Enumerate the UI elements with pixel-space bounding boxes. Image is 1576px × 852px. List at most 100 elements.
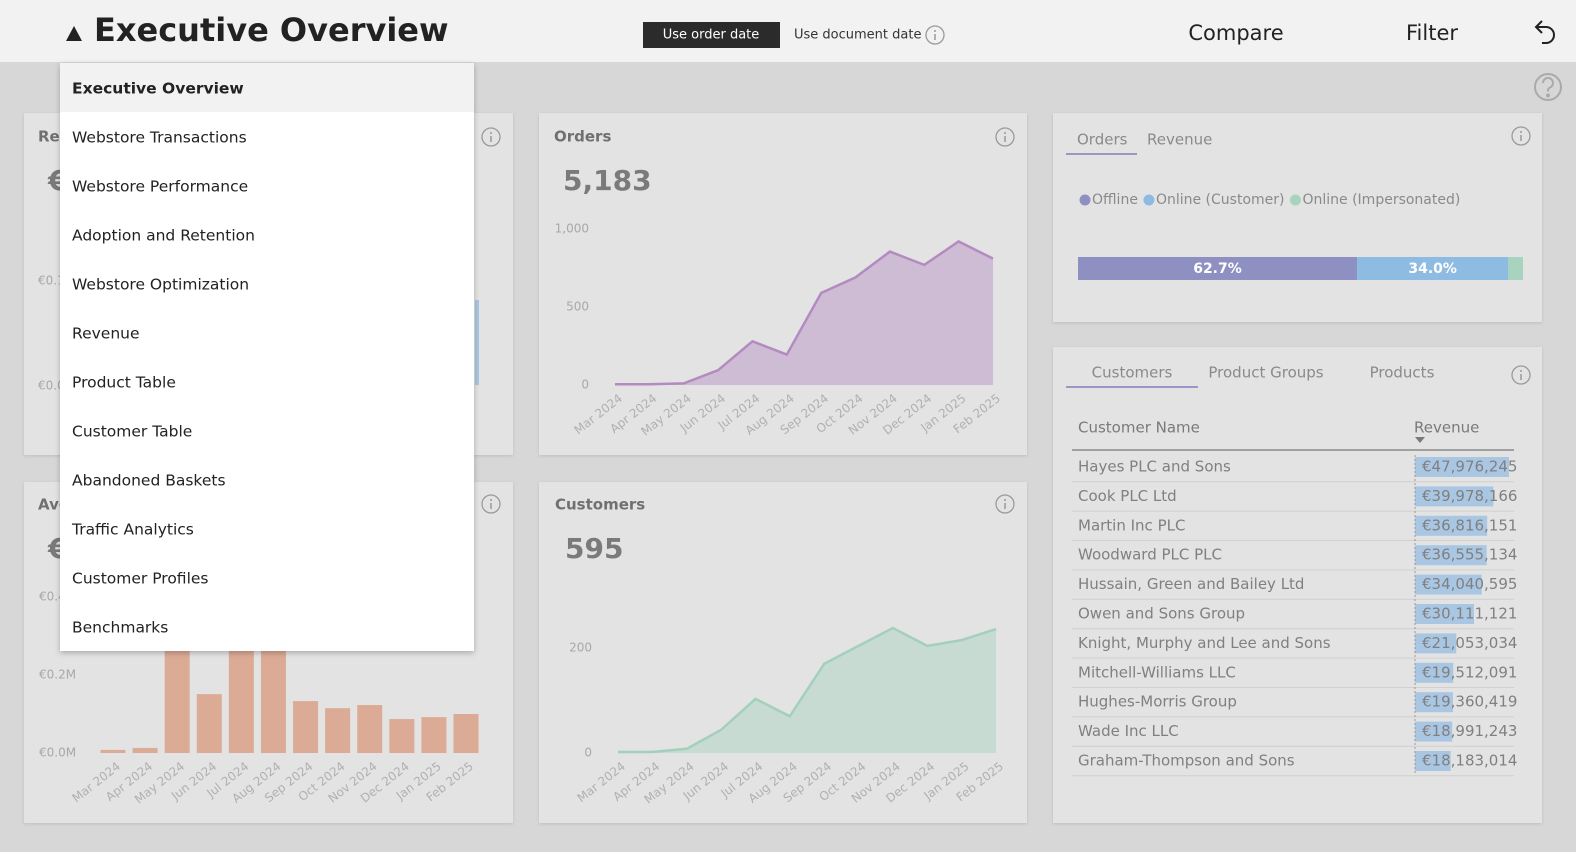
- panel: [539, 113, 1027, 455]
- axis-label: €0.1: [38, 274, 65, 288]
- bar: [357, 705, 383, 753]
- kpi-value: 5,183: [563, 164, 652, 197]
- toggle-label[interactable]: Use document date: [794, 28, 921, 43]
- customer-name: Knight, Murphy and Lee and Sons: [1078, 634, 1331, 652]
- menu-box: [60, 63, 474, 651]
- legend-swatch: [1289, 194, 1301, 206]
- data-bar: [1415, 692, 1453, 713]
- y-tick-label: €0.0M: [39, 746, 76, 760]
- y-tick-label: 200: [569, 641, 592, 655]
- help-icon[interactable]: [1534, 73, 1562, 101]
- column-header[interactable]: Revenue: [1414, 419, 1479, 437]
- info-icon[interactable]: [481, 127, 501, 147]
- data-bar: [1415, 515, 1488, 536]
- legend-swatch: [1079, 194, 1091, 206]
- compare-button[interactable]: Compare: [1188, 21, 1283, 45]
- menu-item[interactable]: Traffic Analytics: [71, 521, 194, 539]
- customer-name: Hayes PLC and Sons: [1078, 458, 1231, 476]
- bar: [453, 714, 479, 753]
- customer-name: Owen and Sons Group: [1078, 605, 1245, 623]
- revenue-value: €39,978,166: [1422, 487, 1517, 505]
- y-tick-label: 500: [566, 300, 589, 314]
- column-header[interactable]: Customer Name: [1078, 419, 1200, 437]
- menu-item[interactable]: Adoption and Retention: [72, 227, 255, 245]
- data-bar: [1415, 721, 1453, 742]
- customer-name: Cook PLC Ltd: [1078, 487, 1177, 505]
- menu-item[interactable]: Customer Table: [72, 423, 192, 441]
- page-title[interactable]: Executive Overview: [94, 11, 449, 49]
- bar: [100, 749, 126, 753]
- data-label: 34.0%: [1408, 261, 1457, 277]
- bar: [293, 701, 319, 753]
- bar-segment: [1078, 257, 1358, 280]
- y-tick-label: 0: [581, 378, 589, 392]
- menu-highlight: [60, 63, 474, 112]
- toggle-label[interactable]: Use order date: [663, 28, 760, 43]
- data-bar: [1415, 486, 1494, 507]
- y-tick-label: €0.4: [39, 590, 66, 604]
- tab[interactable]: Product Groups: [1208, 364, 1323, 382]
- info-icon-dot: [1520, 131, 1522, 133]
- tab[interactable]: Customers: [1092, 364, 1173, 382]
- bar: [228, 636, 254, 753]
- tab[interactable]: Orders: [1077, 131, 1128, 149]
- menu-item[interactable]: Webstore Performance: [72, 178, 248, 196]
- axis-label: €0.0: [38, 379, 65, 393]
- data-bar: [1415, 662, 1454, 683]
- info-icon[interactable]: [995, 494, 1015, 514]
- data-label: 62.7%: [1193, 261, 1242, 277]
- y-tick-label: 0: [584, 746, 592, 760]
- data-bar: [1415, 751, 1451, 771]
- partial-bar: [475, 300, 479, 385]
- revenue-value: €21,053,034: [1422, 634, 1517, 652]
- info-icon[interactable]: [1511, 126, 1531, 146]
- bar-segment: [1508, 257, 1523, 280]
- menu-item[interactable]: Benchmarks: [72, 619, 168, 637]
- menu-item[interactable]: Executive Overview: [72, 80, 244, 98]
- area-line: [618, 626, 997, 754]
- customer-name: Wade Inc LLC: [1078, 722, 1179, 740]
- info-icon[interactable]: [481, 494, 501, 514]
- legend-label: Online (Customer): [1156, 192, 1285, 208]
- menu-item[interactable]: Abandoned Baskets: [72, 472, 226, 490]
- toggle-active[interactable]: [643, 22, 780, 48]
- bar-segment: [1357, 257, 1509, 280]
- info-icon[interactable]: [925, 25, 945, 45]
- revenue-value: €19,512,091: [1422, 663, 1517, 681]
- y-tick-label: 1,000: [555, 222, 589, 236]
- dropdown-arrow[interactable]: [66, 26, 82, 41]
- customer-name: Martin Inc PLC: [1078, 516, 1185, 534]
- menu-item[interactable]: Webstore Transactions: [72, 129, 247, 147]
- menu-item[interactable]: Customer Profiles: [72, 570, 209, 588]
- bar: [196, 694, 222, 753]
- y-tick-label: €0.2M: [39, 668, 76, 682]
- legend-label: Offline: [1092, 192, 1138, 208]
- menu-item[interactable]: Webstore Optimization: [72, 276, 249, 294]
- customer-name: Mitchell-Williams LLC: [1078, 663, 1236, 681]
- revenue-value: €18,183,014: [1422, 752, 1517, 770]
- filter-button[interactable]: Filter: [1406, 21, 1458, 45]
- revenue-value: €18,991,243: [1422, 722, 1517, 740]
- menu-item[interactable]: Product Table: [72, 374, 176, 392]
- revenue-value: €36,555,134: [1422, 546, 1517, 564]
- info-icon-dot: [490, 132, 492, 134]
- info-icon[interactable]: [995, 127, 1015, 147]
- data-bar: [1415, 633, 1457, 654]
- tab[interactable]: Products: [1370, 364, 1435, 382]
- data-bar: [1415, 604, 1474, 624]
- kpi-value: 595: [565, 532, 623, 565]
- customer-name: Woodward PLC PLC: [1078, 546, 1222, 564]
- customer-name: Hussain, Green and Bailey Ltd: [1078, 575, 1304, 593]
- data-bar: [1415, 574, 1482, 595]
- revenue-value: €36,816,151: [1422, 516, 1517, 534]
- info-icon-dot: [1004, 499, 1006, 501]
- bar: [132, 747, 158, 753]
- page-menu: Executive Overview Webstore Transactions W…: [60, 63, 474, 651]
- tab[interactable]: Revenue: [1147, 131, 1212, 149]
- menu-item[interactable]: Revenue: [72, 325, 140, 343]
- data-bar: [1415, 545, 1487, 566]
- info-icon[interactable]: [1511, 365, 1531, 385]
- undo-icon[interactable]: [1534, 20, 1555, 44]
- panel: [539, 482, 1027, 823]
- panel: [1053, 113, 1542, 322]
